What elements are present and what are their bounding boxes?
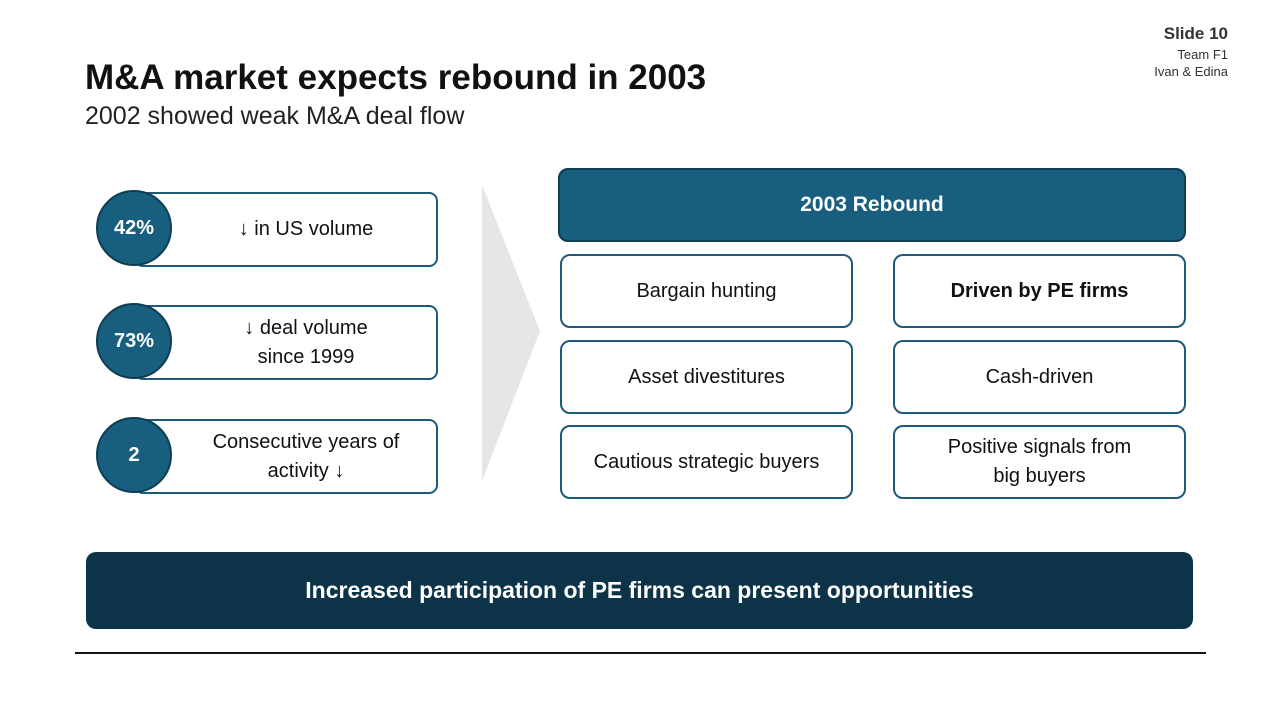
item-text: Cautious strategic buyers xyxy=(593,450,820,473)
footer-rule xyxy=(75,652,1206,654)
stat-text: ↓ in US volume xyxy=(238,218,374,240)
stat-value: 42% xyxy=(96,190,172,266)
stat-text: ↓ deal volume xyxy=(244,316,368,339)
panel-item: Asset divestitures xyxy=(560,340,853,414)
panel-title: 2003 Rebound xyxy=(558,168,1186,242)
item-text: Asset divestitures xyxy=(628,365,785,388)
slide-meta: Slide 10 Team F1 Ivan & Edina xyxy=(1154,24,1228,79)
arrow xyxy=(482,185,540,481)
stat-box: ↓ in US volume xyxy=(134,192,438,267)
stat-value: 73% xyxy=(96,303,172,379)
banner: Increased participation of PE firms can … xyxy=(86,552,1193,629)
panel-item: Driven by PE firms xyxy=(893,254,1186,328)
stat-text: Consecutive years of xyxy=(212,430,400,453)
subtitle: 2002 showed weak M&A deal flow xyxy=(85,102,465,130)
stat-value: 2 xyxy=(96,417,172,493)
item-text: Cash-driven xyxy=(985,365,1094,388)
panel-item: Cautious strategic buyers xyxy=(560,425,853,499)
authors: Ivan & Edina xyxy=(1154,64,1228,79)
panel-item: Cash-driven xyxy=(893,340,1186,414)
item-text: Driven by PE firms xyxy=(950,279,1129,302)
stat-text: activity ↓ xyxy=(267,459,345,482)
panel-item: Bargain hunting xyxy=(560,254,853,328)
stat-text: since 1999 xyxy=(257,345,355,368)
team: Team F1 xyxy=(1177,47,1228,62)
item-text: Bargain hunting xyxy=(636,279,777,302)
stat-box: Consecutive years of activity ↓ xyxy=(134,419,438,494)
title: M&A market expects rebound in 2003 xyxy=(85,58,707,97)
chevron xyxy=(482,185,540,481)
panel-item: Positive signals from big buyers xyxy=(893,425,1186,499)
item-text: Positive signals from xyxy=(947,436,1132,458)
slide-number: Slide 10 xyxy=(1163,24,1228,43)
item-text: big buyers xyxy=(993,465,1086,487)
stat-box: ↓ deal volume since 1999 xyxy=(134,305,438,380)
